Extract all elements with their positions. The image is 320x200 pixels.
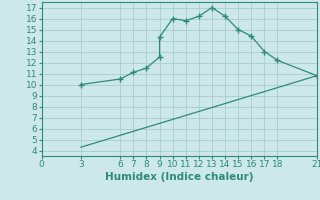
X-axis label: Humidex (Indice chaleur): Humidex (Indice chaleur)	[105, 172, 253, 182]
